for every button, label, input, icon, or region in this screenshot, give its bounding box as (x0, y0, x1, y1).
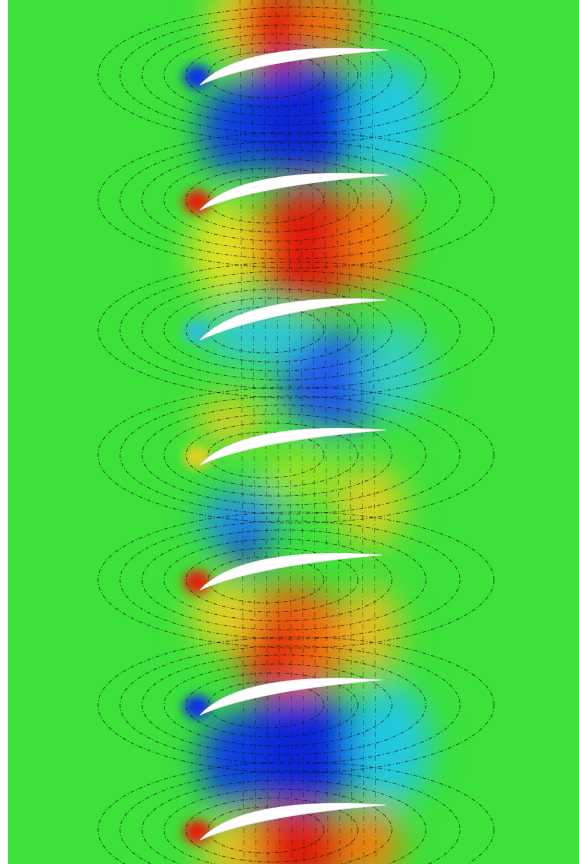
color-blob (350, 685, 430, 805)
color-blob (335, 465, 405, 545)
page: (() => { const svg = document.getElement… (0, 0, 579, 864)
color-blob (345, 190, 405, 290)
stagnation-spot (183, 65, 211, 89)
color-blob (200, 715, 260, 805)
color-blob (340, 585, 400, 675)
stagnation-spot (183, 190, 211, 214)
color-blob (200, 85, 260, 175)
contour-plot (0, 0, 579, 864)
color-blob (260, 450, 340, 500)
color-blob (195, 398, 265, 442)
stagnation-spot (183, 445, 211, 469)
color-blob (350, 60, 430, 180)
stagnation-spot (183, 570, 211, 594)
stagnation-spot (183, 320, 211, 344)
stagnation-spot (183, 820, 211, 844)
stagnation-spot (183, 695, 211, 719)
